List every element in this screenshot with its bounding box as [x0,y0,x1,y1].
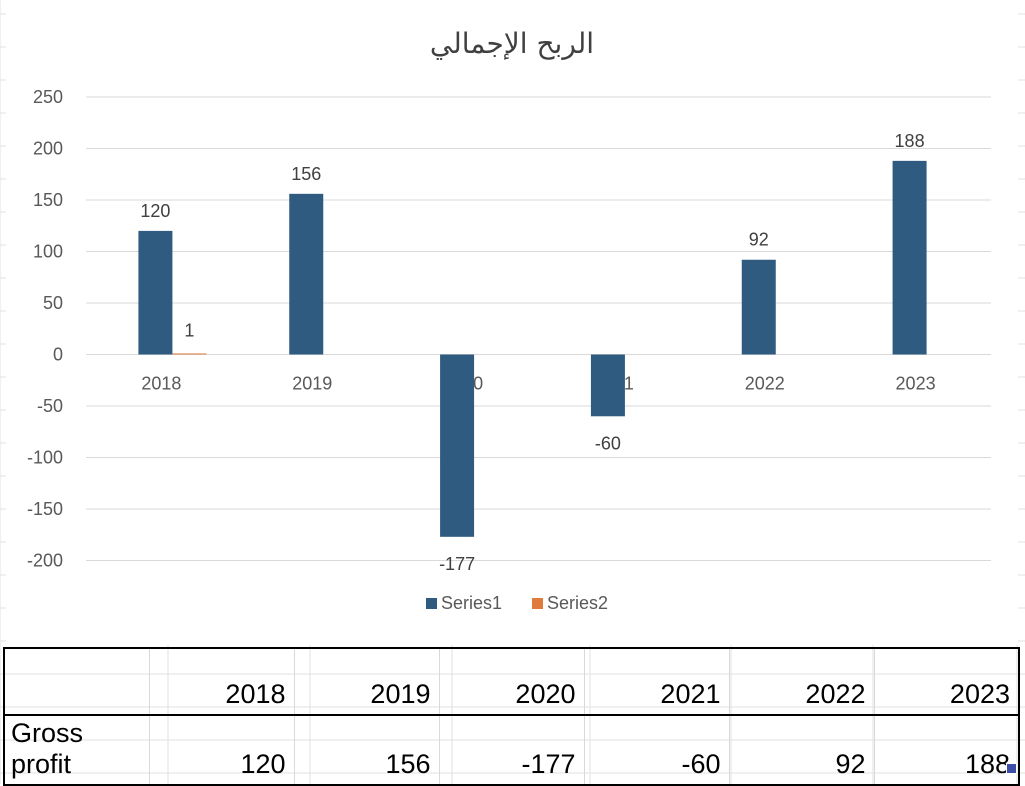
data-label: 92 [749,230,769,250]
table-header-cell[interactable]: 2020 [438,647,585,716]
y-tick-label: 200 [33,139,63,159]
chart-title: الربح الإجمالي [430,27,594,60]
data-label: 1 [184,320,194,340]
legend-swatch [426,598,437,609]
data-table: 2018 2019 2020 2021 2022 2023 Gross prof… [3,647,1020,786]
table-cell[interactable]: 120 [148,714,295,786]
bar [138,230,173,355]
table-cell[interactable]: -60 [583,714,730,786]
y-tick-label: 250 [33,87,63,107]
chart-area[interactable]: الربح الإجمالي 250 200 150 100 50 0 -50 -100 -150… [6,0,1018,645]
table-header-cell[interactable]: 2023 [873,647,1020,716]
table-cell[interactable]: 156 [293,714,440,786]
x-tick-label: 2022 [745,374,785,394]
table-header-cell[interactable] [3,647,150,716]
fill-handle[interactable] [1006,763,1017,774]
table-header-cell[interactable]: 2021 [583,647,730,716]
y-tick-label: -100 [27,448,63,468]
legend-label: Series2 [547,593,608,613]
table-cell[interactable]: 92 [728,714,875,786]
bar [440,354,475,537]
bar [172,353,207,355]
bar [289,193,324,355]
table-header-cell[interactable]: 2018 [148,647,295,716]
bar [741,259,776,355]
data-label: -177 [439,554,475,574]
table-row: Gross profit 120 156 -177 -60 92 188 [3,714,1020,786]
bar [892,160,927,355]
x-tick-label: 2019 [292,374,332,394]
data-label: 120 [140,201,170,221]
table-cell[interactable]: 188 [873,714,1020,786]
data-label: 156 [291,164,321,184]
table-row-label[interactable]: Gross profit [3,714,150,786]
table-header-cell[interactable]: 2019 [293,647,440,716]
bar-chart: الربح الإجمالي 250 200 150 100 50 0 -50 -100 -150… [27,27,991,613]
y-tick-label: 0 [53,345,63,365]
legend-swatch [532,598,543,609]
data-label: -60 [595,433,621,453]
y-tick-label: 150 [33,190,63,210]
y-tick-label: 50 [43,293,63,313]
x-tick-label: 2023 [896,374,936,394]
bar [590,354,625,417]
table-header-cell[interactable]: 2022 [728,647,875,716]
y-tick-label: -200 [27,551,63,571]
y-tick-label: -150 [27,499,63,519]
y-tick-label: 100 [33,242,63,262]
table-cell[interactable]: -177 [438,714,585,786]
y-tick-label: -50 [37,396,63,416]
x-tick-label: 2018 [141,374,181,394]
data-label: 188 [895,131,925,151]
legend-label: Series1 [441,593,502,613]
table-header-row: 2018 2019 2020 2021 2022 2023 [3,647,1020,716]
